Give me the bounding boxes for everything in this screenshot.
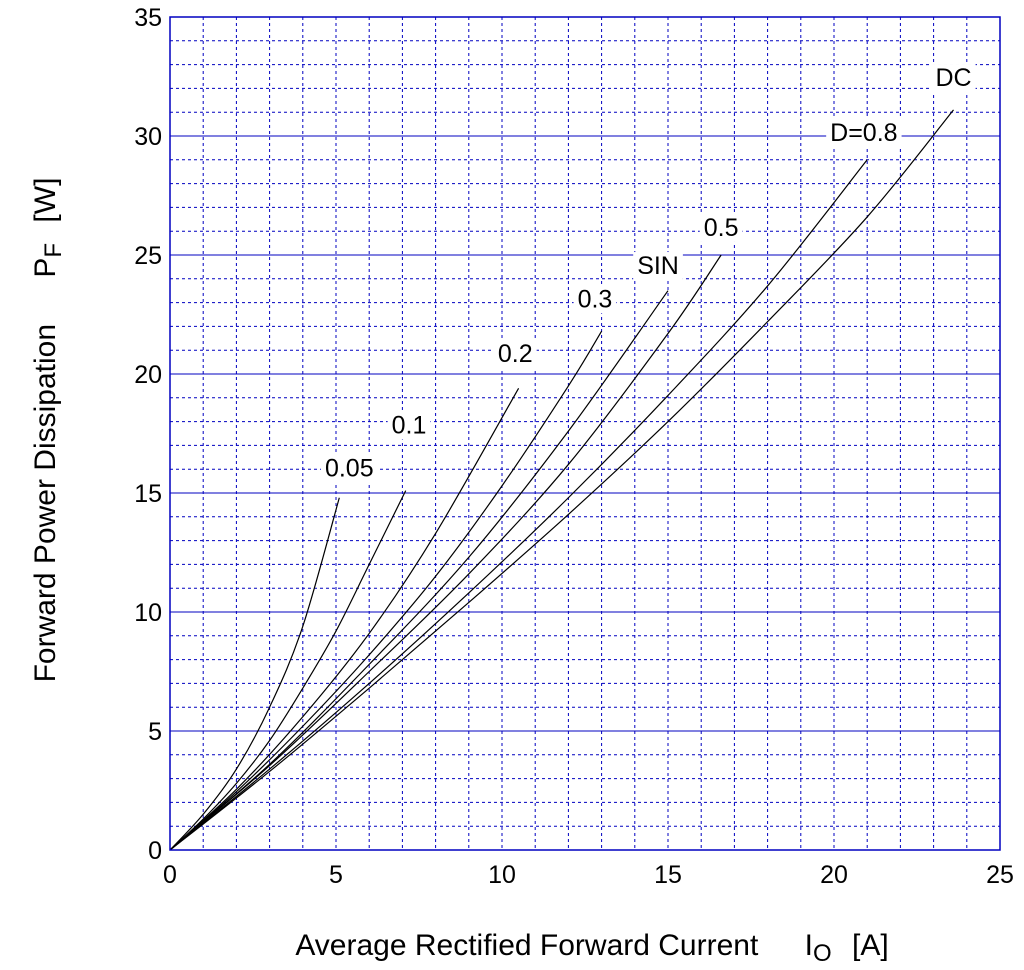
curves — [169, 109, 954, 851]
curve-label-background — [493, 340, 537, 369]
curve-label: 0.3 — [578, 285, 613, 313]
x-tick-label: 25 — [986, 861, 1014, 889]
grid — [170, 17, 1000, 850]
curve-label-background — [826, 118, 902, 147]
curve-0-1 — [169, 490, 407, 851]
y-tick-label: 30 — [134, 123, 162, 151]
curve-label-background — [633, 252, 683, 281]
y-tick-label: 5 — [148, 718, 162, 746]
curve-0-2 — [169, 387, 520, 851]
curve-label-background — [931, 64, 976, 93]
curve-label: 0.5 — [704, 214, 739, 242]
curve-label: DC — [935, 64, 971, 92]
x-tick-label: 5 — [329, 861, 343, 889]
x-tick-label: 10 — [488, 861, 516, 889]
y-tick-label: 15 — [134, 480, 162, 508]
curve-label: 0.1 — [392, 412, 427, 440]
curve-0-5 — [169, 254, 722, 851]
x-tick-label: 15 — [654, 861, 682, 889]
y-tick-label: 20 — [134, 361, 162, 389]
y-axis-label: Forward Power Dissipation PF [W] — [29, 178, 68, 683]
curve-label-background — [699, 213, 743, 242]
curve-d-0-8 — [169, 159, 868, 851]
y-tick-label: 10 — [134, 599, 162, 627]
y-tick-label: 25 — [134, 242, 162, 270]
curve-0-05 — [169, 497, 340, 851]
curve-sin — [169, 290, 669, 851]
y-tick-label: 0 — [148, 837, 162, 865]
tick-labels: 0 5 10 15 20 25 0 5 10 15 20 25 30 35 — [134, 4, 1014, 889]
curve-dc — [169, 109, 954, 851]
curve-label-background — [387, 411, 431, 440]
curve-label: D=0.8 — [830, 119, 897, 147]
curve-label-background — [573, 285, 617, 314]
x-tick-label: 20 — [820, 861, 848, 889]
curve-label-background — [320, 454, 378, 483]
curve-0-3 — [169, 330, 603, 851]
curve-label: SIN — [637, 252, 679, 280]
curve-labels: 0.05 0.1 0.2 0.3 SIN 0.5 D=0.8 DC — [320, 64, 976, 483]
x-tick-label: 0 — [163, 861, 177, 889]
curve-label: 0.2 — [498, 340, 533, 368]
y-tick-label: 35 — [134, 4, 162, 32]
plot-frame — [169, 16, 1001, 851]
curve-label: 0.05 — [325, 454, 374, 482]
x-axis-label: Average Rectified Forward Current IO [A] — [295, 929, 888, 968]
